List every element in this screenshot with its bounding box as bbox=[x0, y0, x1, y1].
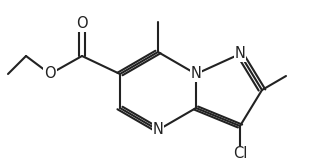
Text: N: N bbox=[191, 67, 201, 81]
Text: Cl: Cl bbox=[233, 146, 247, 161]
Text: N: N bbox=[153, 122, 163, 137]
Text: O: O bbox=[44, 67, 56, 81]
Text: O: O bbox=[76, 16, 88, 32]
Text: N: N bbox=[234, 47, 246, 61]
